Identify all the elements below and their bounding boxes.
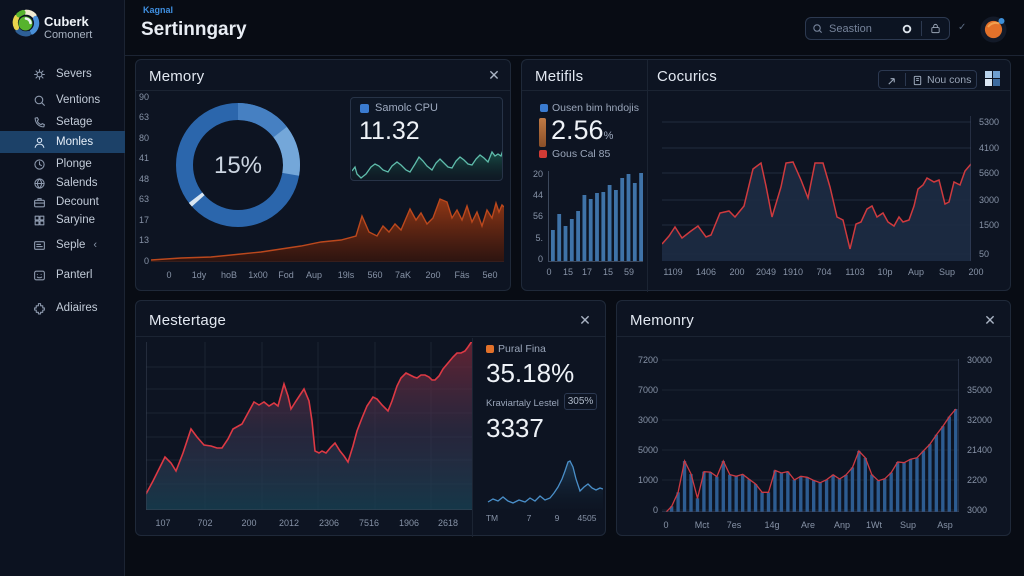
svg-text:15%: 15% [214, 152, 262, 179]
